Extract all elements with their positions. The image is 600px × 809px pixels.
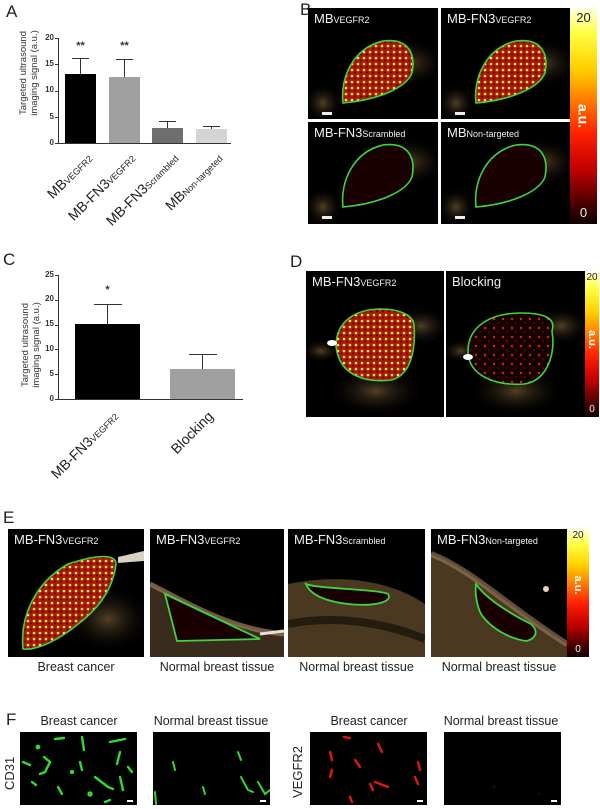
panel-label-b: B (300, 0, 312, 19)
colorbar: 20 a.u. 0 (585, 271, 599, 417)
ylabel-line1: Targeted ultrasound (20, 303, 31, 387)
fluorescence-image-vegfr2-cancer (310, 732, 427, 805)
panel-label-a: A (6, 2, 18, 21)
image-title: MB-FN3VEGFR2 (14, 532, 99, 547)
image-caption: Normal breast tissue (441, 660, 557, 674)
ylabel-line1: Targeted ultrasound (18, 31, 29, 115)
image-caption: Normal breast tissue (299, 660, 414, 674)
bar-mb-fn3-vegfr2 (75, 324, 140, 399)
bar-mb-vegfr2 (65, 74, 96, 143)
chart-a-xaxis (58, 143, 231, 144)
ultrasound-image: MB-FN3VEGFR2 (441, 8, 570, 119)
ultrasound-image: MB-FN3VEGFR2 (306, 271, 444, 417)
colorbar-max: 20 (572, 530, 584, 541)
colorbar: 20 a.u. 0 (567, 529, 589, 657)
image-caption: Normal breast tissue (443, 714, 559, 728)
ytick: 15 (45, 319, 54, 328)
colorbar-min: 0 (575, 644, 581, 655)
image-title: MBNon-targeted (447, 125, 520, 140)
ytick: 5 (49, 369, 54, 378)
row-label-vegfr2: VEGFR2 (290, 745, 305, 798)
panel-label-e: E (3, 508, 15, 527)
colorbar: 20 a.u. 0 (570, 8, 597, 224)
xtick-label: MBVEGFR2 (43, 153, 95, 202)
ultrasound-image: MB-FN3Scrambled (308, 122, 438, 224)
image-title: MB-FN3Scrambled (294, 532, 386, 547)
colorbar-max: 20 (586, 272, 598, 283)
ultrasound-image: MB-FN3VEGFR2 (8, 529, 144, 657)
image-caption: Breast cancer (330, 714, 408, 728)
panel-label-f: F (6, 710, 17, 729)
image-title: MB-FN3VEGFR2 (156, 532, 241, 547)
xtick-label: Blocking (167, 408, 217, 457)
bar-mb-non-targeted (196, 129, 227, 143)
image-title: MBVEGFR2 (314, 11, 370, 26)
image-title: MB-FN3VEGFR2 (447, 11, 532, 26)
image-title: MB-FN3Scrambled (314, 125, 406, 140)
colorbar-unit: a.u. (575, 103, 592, 129)
ultrasound-image: MB-FN3Scrambled (288, 529, 425, 657)
image-caption: Breast cancer (37, 660, 115, 674)
colorbar-unit: a.u. (586, 330, 598, 349)
ultrasound-image: Blocking (446, 271, 585, 417)
xtick-label: MB-FN3VEGFR2 (64, 153, 138, 224)
colorbar-min: 0 (589, 404, 595, 415)
ultrasound-image: MB-FN3VEGFR2 (150, 529, 284, 657)
image-caption: Normal breast tissue (153, 714, 269, 728)
bar-mb-fn3-vegfr2 (109, 77, 140, 143)
image-caption: Breast cancer (40, 714, 118, 728)
bar-mb-fn3-scrambled (152, 128, 183, 143)
xtick-label: MBNon-targeted (161, 153, 225, 214)
image-title: Blocking (452, 274, 502, 289)
significance-marker: ** (120, 40, 129, 52)
ytick: 15 (45, 59, 54, 68)
ytick: 10 (45, 344, 54, 353)
chart-c-xaxis (58, 399, 243, 400)
colorbar-unit: a.u. (572, 575, 584, 595)
ultrasound-image: MB-FN3Non-targeted (431, 529, 567, 657)
chart-c-yaxis (58, 275, 59, 400)
ytick: 5 (49, 112, 54, 121)
colorbar-min: 0 (579, 205, 588, 220)
image-caption: Normal breast tissue (159, 660, 275, 674)
ultrasound-image: MBVEGFR2 (308, 8, 438, 119)
row-label-cd31: CD31 (2, 756, 17, 790)
ytick: 0 (49, 394, 54, 403)
chart-a-ylabel: Targeted ultrasound imaging signal (a.u.… (18, 28, 40, 118)
significance-marker: * (105, 284, 110, 296)
panel-label-d: D (290, 252, 303, 271)
fluorescence-image-cd31-cancer (20, 732, 137, 805)
xtick-label: MB-FN3VEGFR2 (47, 411, 121, 482)
ytick: 0 (49, 138, 54, 147)
colorbar-max: 20 (576, 10, 591, 25)
panel-label-c: C (3, 250, 16, 269)
fluorescence-image-vegfr2-normal (444, 732, 561, 805)
ytick: 10 (45, 85, 54, 94)
ytick: 20 (45, 294, 54, 303)
image-title: MB-FN3Non-targeted (437, 532, 538, 547)
ytick: 25 (45, 270, 54, 279)
image-title: MB-FN3VEGFR2 (312, 274, 397, 289)
ultrasound-image: MBNon-targeted (441, 122, 570, 224)
fluorescence-image-cd31-normal (153, 732, 270, 805)
significance-marker: ** (76, 40, 85, 52)
xtick-label: MB-FN3Scrambled (102, 153, 181, 229)
ytick: 20 (45, 33, 54, 42)
bar-blocking (170, 369, 235, 399)
